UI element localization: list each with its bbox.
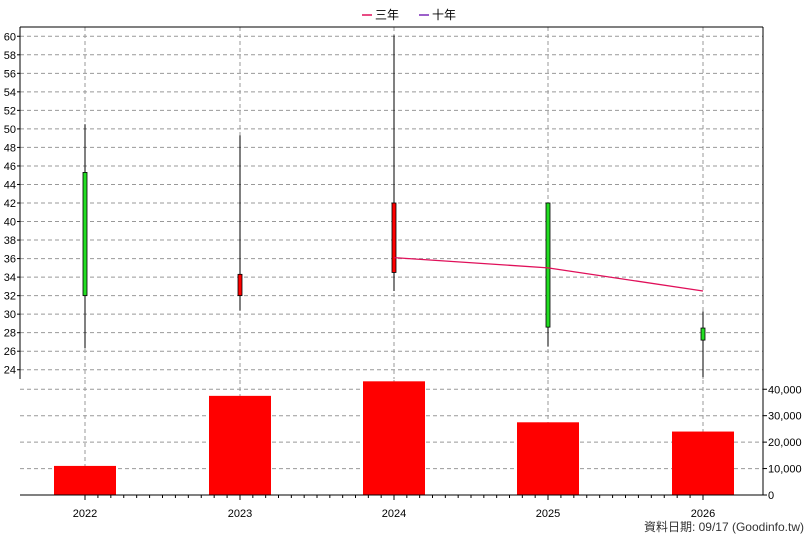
price-tick-label-17: 58 [4,50,16,62]
volume-tick-label-1: 10,000 [768,464,802,476]
x-axis: 2022 2023 2024 2025 2026 [73,495,715,520]
volume-tick-label-4: 40,000 [768,384,802,396]
candle-body-2025 [545,202,551,328]
price-tick-label-16: 56 [4,68,16,80]
volume-tick-label-0: 0 [768,490,774,502]
price-tick-label-14: 52 [4,105,16,117]
volume-axis: 0 10,000 20,000 30,000 40,000 [763,384,802,502]
three-year-line-path [393,257,704,292]
price-tick-label-13: 50 [4,124,16,136]
price-tick-label-11: 46 [4,161,16,173]
price-tick-label-6: 36 [4,254,16,266]
candle-body-2022 [82,172,88,297]
volume-bars [54,381,734,495]
candle-body-2023 [237,273,243,297]
x-tick-label-2026: 2026 [691,508,715,520]
price-axis: 24 26 28 30 32 34 36 38 40 42 44 46 48 50 52 54 56 58 60 [4,31,20,377]
candle-body-2026 [700,327,706,341]
price-tick-label-0: 24 [4,365,16,377]
volume-tick-label-2: 20,000 [768,437,802,449]
x-tick-label-2023: 2023 [228,508,252,520]
legend-label-1: 十年 [432,8,456,22]
x-tick-label-2024: 2024 [382,508,406,520]
volume-bar-2022 [54,465,116,495]
legend-label-0: 三年 [375,8,399,22]
volume-bar-2025 [517,422,579,495]
price-tick-label-12: 48 [4,142,16,154]
price-tick-label-9: 42 [4,198,16,210]
volume-bar-2023 [209,395,271,495]
candle-body-2024 [391,202,397,273]
price-tick-label-2: 28 [4,328,16,340]
price-tick-label-7: 38 [4,235,16,247]
plot-frame [19,26,764,496]
price-tick-label-1: 26 [4,346,16,358]
candles [82,35,706,378]
price-tick-label-4: 32 [4,291,16,303]
legend: 三年 十年 [362,8,456,22]
volume-bar-2026 [672,431,734,495]
x-tick-label-2025: 2025 [536,508,560,520]
data-date-label: 資料日期: 09/17 (Goodinfo.tw) [644,520,804,534]
volume-bar-2024 [363,381,425,495]
price-tick-label-8: 40 [4,217,16,229]
price-tick-label-3: 30 [4,309,16,321]
three-year-line [393,257,704,292]
price-tick-label-10: 44 [4,179,16,191]
price-tick-label-18: 60 [4,31,16,43]
x-tick-label-2022: 2022 [73,508,97,520]
price-tick-label-15: 54 [4,87,16,99]
price-tick-label-5: 34 [4,272,16,284]
volume-tick-label-3: 30,000 [768,411,802,423]
price-grid [20,27,763,379]
